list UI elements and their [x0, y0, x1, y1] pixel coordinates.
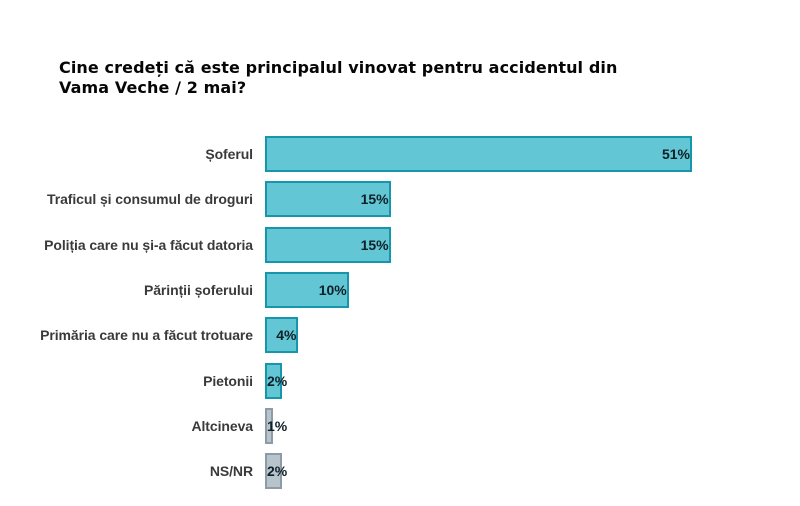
bar-10pct: 10%: [265, 271, 349, 308]
category-label: NS/NR: [209, 463, 253, 480]
bar-2pct: 2%: [265, 453, 287, 490]
category-label: Primăria care nu a făcut trotuare: [40, 327, 253, 344]
chart-row: Poliția care nu și-a făcut datoria 15%: [0, 226, 800, 263]
bar-value-label: 10%: [318, 281, 347, 298]
category-label: Traficul și consumul de droguri: [47, 191, 253, 208]
chart-row: Pietonii 2%: [0, 362, 800, 399]
bar-2pct: 2%: [265, 362, 287, 399]
bar-value-label: 1%: [267, 417, 288, 434]
chart-row: Traficul și consumul de droguri 15%: [0, 181, 800, 218]
bar-value-label: 51%: [661, 145, 691, 162]
chart-title-line1: Cine credeți că este principalul vinovat…: [59, 57, 618, 77]
bar-value-label: 15%: [360, 191, 389, 208]
chart-row: Primăria care nu a făcut trotuare 4%: [0, 317, 800, 354]
chart-row: NS/NR 2%: [0, 453, 800, 490]
bar-1pct: 1%: [265, 407, 287, 444]
category-label: Altcineva: [191, 417, 253, 434]
bar-15pct: 15%: [265, 181, 391, 218]
chart-title-line2: Vama Veche / 2 mai?: [59, 77, 247, 97]
bar-15pct: 15%: [265, 226, 391, 263]
category-label: Șoferul: [205, 145, 253, 162]
chart-row: Părinții șoferului 10%: [0, 271, 800, 308]
bar-value-label: 4%: [276, 327, 297, 344]
chart-row: Altcineva 1%: [0, 407, 800, 444]
bar-51pct: 51%: [265, 135, 693, 172]
category-label: Părinții șoferului: [143, 281, 253, 298]
category-label: Poliția care nu și-a făcut datoria: [44, 236, 253, 253]
bar-value-label: 15%: [360, 236, 389, 253]
bar-4pct: 4%: [265, 317, 299, 354]
chart-title: Cine credeți că este principalul vinovat…: [59, 58, 617, 98]
bar-value-label: 2%: [267, 372, 288, 389]
chart-row: Șoferul 51%: [0, 135, 800, 172]
bar-value-label: 2%: [267, 463, 288, 480]
category-label: Pietonii: [203, 372, 253, 389]
